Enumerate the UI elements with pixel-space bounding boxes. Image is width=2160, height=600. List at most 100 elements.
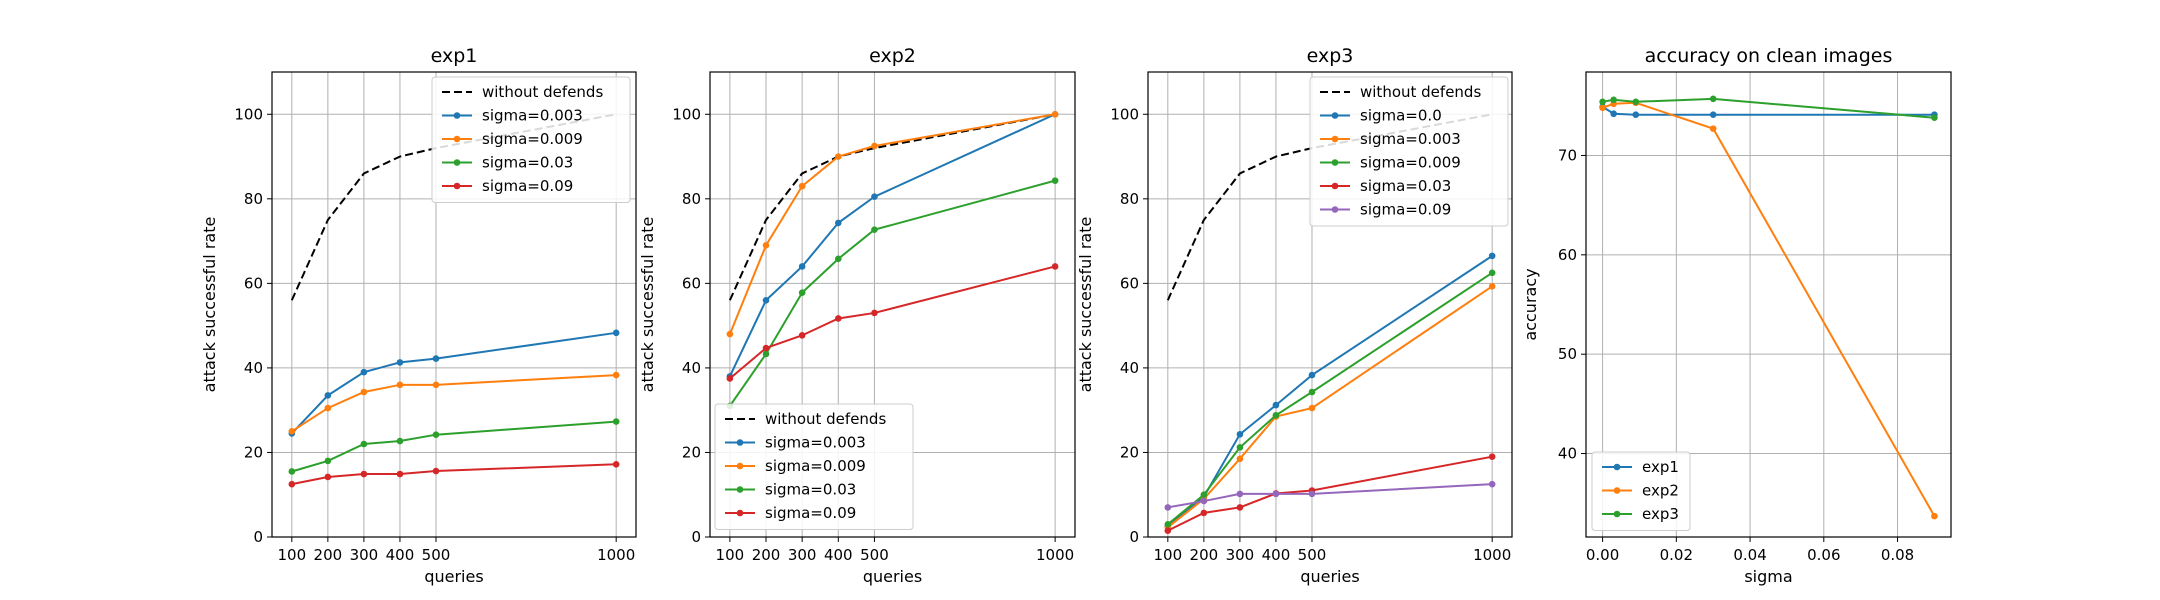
series-line-4 <box>291 420 617 473</box>
legend-box <box>431 76 631 203</box>
x-tick-label: 0.08 <box>1881 546 1914 564</box>
data-point <box>612 329 620 337</box>
legend-label: exp2 <box>1642 482 1679 500</box>
y-tick-label: 40 <box>1558 445 1577 463</box>
data-point <box>396 359 404 366</box>
legend-marker <box>453 112 461 119</box>
legend-label: sigma=0.0 <box>1360 107 1442 125</box>
legend-label: without defends <box>765 410 886 428</box>
legend-marker <box>1613 463 1621 471</box>
data-point <box>1610 110 1617 118</box>
data-point <box>762 296 770 304</box>
y-tick-label: 40 <box>682 359 701 377</box>
legend: without defends sigma=0.0 sigma=0.003 sigma… <box>1309 76 1509 227</box>
data-point <box>1632 111 1640 119</box>
legend-label: sigma=0.003 <box>482 107 583 125</box>
x-axis-label: queries <box>1300 567 1359 586</box>
legend-label: sigma=0.003 <box>765 434 866 452</box>
data-point <box>1599 104 1606 112</box>
legend-box <box>714 403 914 530</box>
x-axis-label: sigma <box>1744 567 1792 586</box>
data-point <box>798 263 806 270</box>
y-axis-label: attack successful rate <box>638 217 657 393</box>
series-line-5 <box>1167 455 1493 532</box>
data-point <box>762 242 770 249</box>
x-tick-label: 400 <box>1262 546 1291 564</box>
y-tick-label: 80 <box>682 190 701 208</box>
series-line-4 <box>1167 271 1493 526</box>
x-axis-label: queries <box>863 567 922 586</box>
x-tick-label: 0.06 <box>1807 546 1840 564</box>
data-point <box>288 428 296 435</box>
data-point <box>1709 125 1717 132</box>
data-point <box>834 153 842 160</box>
data-point <box>1308 490 1316 498</box>
x-tick-label: 300 <box>788 546 817 564</box>
data-point <box>1272 401 1280 409</box>
data-point <box>432 467 440 475</box>
legend-marker <box>736 509 744 517</box>
y-tick-label: 40 <box>244 359 263 377</box>
data-point <box>834 315 842 322</box>
data-point <box>1308 388 1316 396</box>
data-point <box>324 473 332 481</box>
legend-marker <box>1331 159 1339 166</box>
series-line-3 <box>728 113 1056 335</box>
x-tick-label: 1000 <box>597 546 635 564</box>
y-tick-label: 60 <box>1558 246 1577 264</box>
x-tick-label: 0.04 <box>1733 546 1766 564</box>
y-tick-label: 0 <box>253 528 263 546</box>
legend: exp1 exp2 exp3 <box>1591 451 1691 531</box>
x-tick-label: 200 <box>314 546 343 564</box>
data-point <box>834 255 842 263</box>
data-point <box>1709 111 1717 119</box>
data-point <box>1236 430 1244 438</box>
legend-label: sigma=0.009 <box>765 457 866 475</box>
legend-label: exp1 <box>1642 458 1679 476</box>
chart-title: exp2 <box>869 45 916 67</box>
data-point <box>1164 521 1172 528</box>
data-point <box>612 460 620 468</box>
x-tick-label: 0.02 <box>1660 546 1693 564</box>
data-point <box>798 332 806 339</box>
data-point <box>1272 490 1280 498</box>
data-point <box>1164 527 1172 534</box>
data-point <box>1236 504 1244 511</box>
axes-frame <box>271 71 637 538</box>
series-line-5 <box>729 265 1056 380</box>
legend-marker <box>453 182 461 190</box>
series-line-2 <box>728 113 1056 377</box>
data-point <box>1931 114 1938 122</box>
y-tick-label: 80 <box>244 190 263 208</box>
data-point <box>612 418 620 425</box>
data-point <box>360 368 368 376</box>
x-tick-label: 300 <box>1226 546 1255 564</box>
y-tick-label: 20 <box>1120 443 1139 461</box>
data-point <box>798 182 806 190</box>
data-point <box>871 309 878 317</box>
legend-marker <box>1613 510 1621 518</box>
x-axis-label: queries <box>424 567 483 586</box>
data-point <box>1308 404 1316 412</box>
legend-label: sigma=0.003 <box>1360 130 1461 148</box>
x-tick-label: 1000 <box>1036 546 1074 564</box>
x-tick-label: 0.00 <box>1586 546 1619 564</box>
data-point <box>324 392 332 399</box>
data-point <box>432 355 440 362</box>
y-tick-label: 0 <box>691 528 701 546</box>
axes-frame <box>709 71 1076 538</box>
legend-label: without defends <box>1360 83 1481 101</box>
data-point <box>1200 509 1208 517</box>
chart-panel-1: 100 200 300 400 500 1000 0 20 40 60 80 100 exp1 queri… <box>200 45 637 586</box>
data-point <box>1200 497 1208 505</box>
legend-label: exp3 <box>1642 505 1679 523</box>
data-point <box>726 330 734 338</box>
data-point <box>762 344 770 352</box>
legend-label: sigma=0.009 <box>1360 154 1461 172</box>
legend-box <box>1309 76 1509 227</box>
legend-label: sigma=0.09 <box>765 504 856 522</box>
series-line-3 <box>291 374 617 433</box>
data-point <box>432 381 440 389</box>
data-point <box>1051 177 1059 184</box>
data-point <box>1488 283 1496 290</box>
